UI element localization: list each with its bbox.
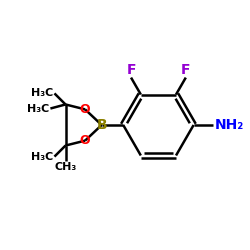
Text: H₃C: H₃C [27,104,50,114]
Text: F: F [181,62,190,76]
Text: O: O [80,103,90,116]
Text: CH₃: CH₃ [54,162,77,172]
Text: O: O [80,134,90,147]
Text: H₃C: H₃C [31,88,54,99]
Text: B: B [96,118,107,132]
Text: F: F [126,62,136,76]
Text: NH₂: NH₂ [215,118,244,132]
Text: H₃C: H₃C [31,152,54,162]
